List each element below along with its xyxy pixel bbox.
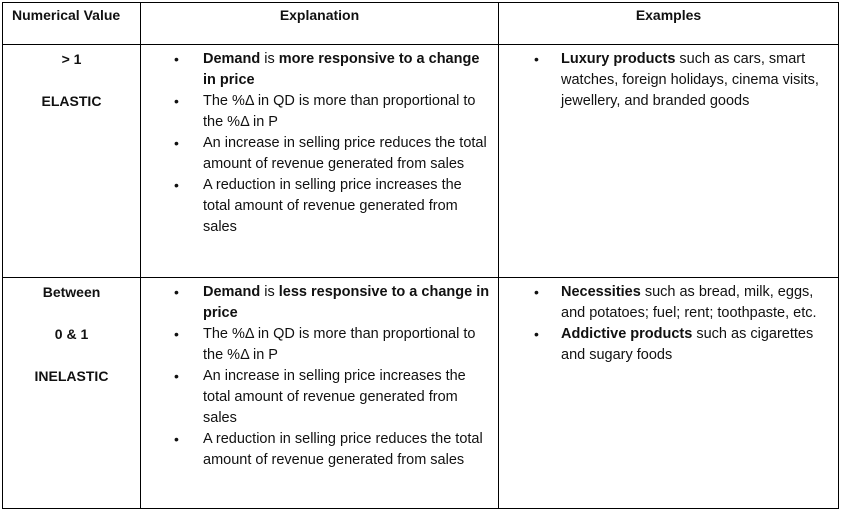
list-item: • The %Δ in QD is more than proportional … <box>141 91 498 133</box>
value-cell: Between 0 & 1 INELASTIC <box>2 277 141 509</box>
bullet-icon: • <box>174 284 179 300</box>
text: such as cars, smart watches, foreign hol… <box>561 51 819 109</box>
value-cell: > 1 ELASTIC <box>2 44 141 278</box>
explanation-cell: • Demand is less responsive to a change i… <box>140 277 499 509</box>
value-line: Between <box>42 284 101 300</box>
list-item: • A reduction in selling price reduces th… <box>141 429 498 471</box>
examples-list: • Necessities such as bread, milk, eggs, … <box>499 278 838 366</box>
value-line: > 1 <box>61 51 82 67</box>
list-item: • An increase in selling price increases … <box>141 366 498 429</box>
header-numerical-value: Numerical Value <box>2 2 141 45</box>
bold-text: Demand <box>203 284 261 300</box>
value-line: ELASTIC <box>41 93 102 109</box>
bullet-icon: • <box>174 51 179 67</box>
value-line: INELASTIC <box>34 368 109 384</box>
bold-text: Demand <box>203 51 261 67</box>
text: An increase in selling price reduces the… <box>203 135 487 172</box>
table-row-elastic: > 1 ELASTIC • Demand is more responsive t… <box>2 44 839 278</box>
list-item: • A reduction in selling price increases … <box>141 175 498 238</box>
table-row-inelastic: Between 0 & 1 INELASTIC • Demand is less … <box>2 277 839 509</box>
text: A reduction in selling price increases t… <box>203 177 462 235</box>
list-item: • Luxury products such as cars, smart wat… <box>499 49 838 112</box>
examples-cell: • Necessities such as bread, milk, eggs, … <box>498 277 839 509</box>
bold-text: less responsive to a change in price <box>203 284 490 321</box>
bullet-icon: • <box>174 326 179 342</box>
bold-text: more responsive to a change in price <box>203 51 480 88</box>
text: A reduction in selling price reduces the… <box>203 431 483 468</box>
list-item: • Demand is less responsive to a change i… <box>141 282 498 324</box>
explanation-cell: • Demand is more responsive to a change i… <box>140 44 499 278</box>
list-item: • An increase in selling price reduces th… <box>141 133 498 175</box>
bullet-icon: • <box>174 177 179 193</box>
bullet-icon: • <box>534 51 539 67</box>
text: An increase in selling price increases t… <box>203 368 466 426</box>
header-examples: Examples <box>498 2 839 45</box>
value-line: 0 & 1 <box>54 326 89 342</box>
text: such as cigarettes and sugary foods <box>561 326 814 363</box>
explanation-list: • Demand is more responsive to a change i… <box>141 45 498 238</box>
bullet-icon: • <box>174 93 179 109</box>
list-item: • Necessities such as bread, milk, eggs, … <box>499 282 838 324</box>
text: is <box>260 51 279 67</box>
text: The %Δ in QD is more than proportional t… <box>203 326 476 363</box>
list-item: • The %Δ in QD is more than proportional … <box>141 324 498 366</box>
bold-text: Necessities <box>561 284 641 300</box>
list-item: • Demand is more responsive to a change i… <box>141 49 498 91</box>
bold-text: Addictive products <box>561 326 693 342</box>
bullet-icon: • <box>174 368 179 384</box>
text: such as bread, milk, eggs, and potatoes;… <box>561 284 817 321</box>
list-item: • Addictive products such as cigarettes a… <box>499 324 838 366</box>
bold-text: Luxury products <box>561 51 676 67</box>
header-row: Numerical Value Explanation Examples <box>2 2 839 45</box>
examples-list: • Luxury products such as cars, smart wat… <box>499 45 838 112</box>
bullet-icon: • <box>534 284 539 300</box>
header-explanation: Explanation <box>140 2 499 45</box>
explanation-list: • Demand is less responsive to a change i… <box>141 278 498 471</box>
bullet-icon: • <box>174 135 179 151</box>
text: is <box>260 284 279 300</box>
bullet-icon: • <box>534 326 539 342</box>
bullet-icon: • <box>174 431 179 447</box>
examples-cell: • Luxury products such as cars, smart wat… <box>498 44 839 278</box>
text: The %Δ in QD is more than proportional t… <box>203 93 476 130</box>
